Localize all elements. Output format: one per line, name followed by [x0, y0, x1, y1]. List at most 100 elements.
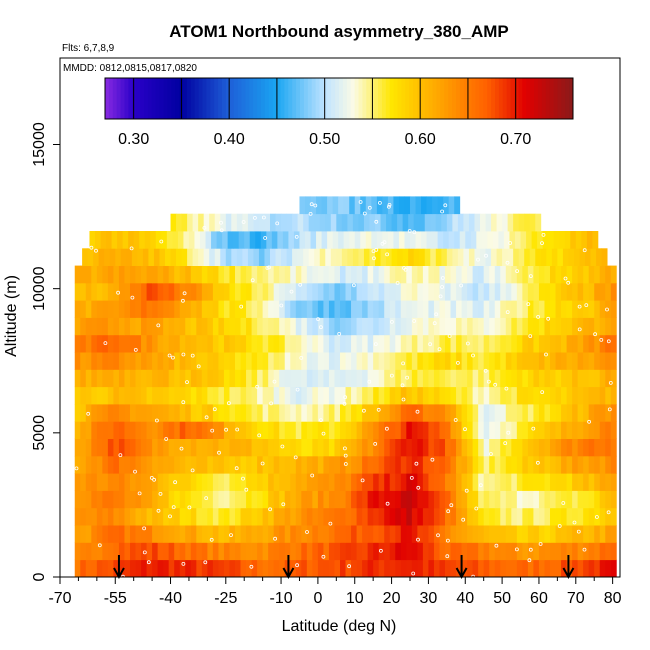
heatmap-cell: [594, 525, 601, 543]
heatmap-cell: [351, 525, 357, 543]
sample-marker: [414, 461, 419, 466]
heatmap-cell: [550, 438, 556, 457]
sample-marker: [374, 219, 379, 224]
heatmap-cell: [489, 317, 496, 336]
heatmap-cell: [478, 490, 485, 509]
heatmap-cell: [467, 265, 474, 284]
heatmap-cell: [328, 352, 335, 370]
heatmap-cell: [312, 282, 319, 301]
heatmap-cell: [124, 525, 131, 543]
heatmap-cell: [317, 265, 324, 284]
heatmap-cell: [400, 421, 407, 439]
heatmap-cell: [544, 404, 551, 422]
heatmap-cell: [179, 455, 186, 474]
heatmap-cell: [610, 386, 617, 405]
heatmap-cell: [212, 542, 219, 561]
heatmap-cell: [163, 300, 170, 318]
heatmap-cell: [306, 369, 313, 388]
heatmap-cell: [255, 231, 262, 249]
heatmap-cell: [354, 231, 361, 249]
heatmap-cell: [450, 282, 457, 301]
heatmap-cell: [174, 282, 181, 301]
heatmap-cell: [107, 404, 114, 422]
heatmap-cell: [102, 334, 109, 353]
heatmap-cell: [400, 559, 407, 577]
heatmap-cell: [555, 455, 562, 474]
heatmap-cell: [522, 282, 529, 301]
heatmap-cell: [472, 265, 479, 284]
heatmap-cell: [85, 386, 92, 405]
heatmap-cell: [467, 473, 474, 491]
heatmap-cell: [505, 300, 512, 318]
heatmap-cell: [179, 300, 186, 318]
heatmap-cell: [330, 248, 337, 266]
sample-marker: [295, 387, 300, 392]
heatmap-cell: [522, 542, 529, 561]
heatmap-cell: [273, 300, 280, 318]
heatmap-cell: [185, 490, 192, 509]
sample-marker: [181, 562, 186, 566]
heatmap-cell: [365, 231, 372, 249]
heatmap-cell: [467, 282, 474, 301]
heatmap-cell: [345, 490, 352, 509]
heatmap-cell: [445, 352, 451, 370]
sample-marker: [321, 554, 326, 559]
heatmap-cell: [201, 317, 208, 336]
heatmap-cell: [328, 300, 335, 318]
heatmap-cell: [478, 334, 485, 353]
sample-marker: [416, 485, 421, 490]
heatmap-cell: [454, 196, 461, 215]
sample-marker: [546, 316, 551, 321]
heatmap-cell: [456, 542, 462, 561]
heatmap-cell: [235, 386, 241, 405]
heatmap-cell: [205, 231, 212, 249]
heatmap-cell: [223, 421, 230, 439]
heatmap-cell: [141, 455, 147, 474]
heatmap-cell: [185, 334, 192, 353]
heatmap-cell: [200, 231, 206, 249]
heatmap-cell: [338, 231, 345, 249]
heatmap-cell: [599, 334, 606, 353]
heatmap-cell: [85, 438, 92, 457]
heatmap-cell: [113, 473, 120, 491]
heatmap-cell: [395, 369, 402, 388]
heatmap-cell: [262, 317, 269, 336]
heatmap-cell: [80, 386, 87, 405]
heatmap-cell: [610, 352, 617, 370]
heatmap-cell: [483, 282, 490, 301]
heatmap-cell: [141, 525, 147, 543]
heatmap-cell: [334, 386, 341, 405]
heatmap-cell: [411, 369, 418, 388]
heatmap-cell: [104, 248, 111, 266]
heatmap-cell: [74, 352, 81, 370]
heatmap-cell: [107, 455, 114, 474]
heatmap-cell: [301, 282, 308, 301]
heatmap-cell: [406, 421, 413, 439]
heatmap-cell: [185, 282, 192, 301]
heatmap-cell: [351, 386, 357, 405]
heatmap-cell: [246, 438, 252, 457]
heatmap-cell: [511, 559, 518, 577]
heatmap-cell: [279, 282, 286, 301]
heatmap-cell: [378, 473, 385, 491]
sample-marker: [263, 236, 268, 240]
colorbar-strip: [537, 78, 543, 119]
colorbar-strip: [498, 78, 504, 119]
colorbar-strip: [381, 78, 387, 119]
heatmap-cell: [130, 542, 136, 561]
sample-marker: [358, 200, 363, 204]
sample-marker: [386, 204, 391, 209]
heatmap-cell: [599, 300, 606, 318]
heatmap-cell: [500, 490, 507, 509]
heatmap-cell: [362, 525, 369, 543]
heatmap-cell: [124, 386, 131, 405]
heatmap-cell: [124, 352, 131, 370]
heatmap-cell: [251, 490, 258, 509]
heatmap-cell: [74, 265, 81, 284]
heatmap-cell: [395, 473, 402, 491]
heatmap-cell: [544, 369, 551, 388]
sample-marker: [137, 491, 142, 496]
heatmap-cell: [141, 421, 147, 439]
heatmap-cell: [538, 404, 545, 422]
heatmap-cell: [362, 265, 369, 284]
